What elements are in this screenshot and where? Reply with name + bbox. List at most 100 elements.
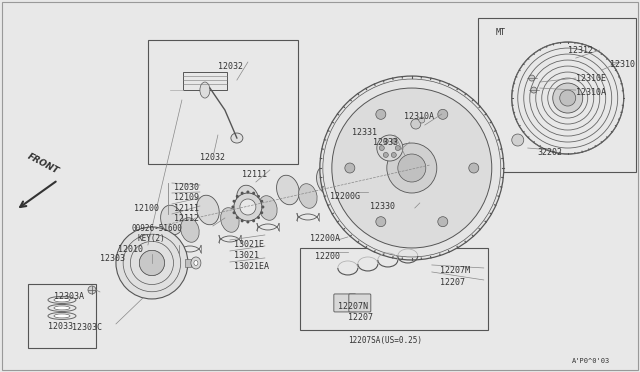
Circle shape [396, 145, 400, 151]
Circle shape [241, 219, 244, 222]
Circle shape [236, 216, 239, 219]
Bar [148, 40, 298, 164]
FancyBboxPatch shape [334, 294, 356, 312]
Text: MT: MT [496, 28, 506, 37]
FancyBboxPatch shape [183, 72, 227, 90]
Text: 12310A: 12310A [404, 112, 434, 121]
Text: 13021E: 13021E [234, 240, 264, 249]
Circle shape [531, 87, 537, 93]
Ellipse shape [320, 76, 504, 260]
Ellipse shape [180, 218, 199, 242]
Circle shape [261, 205, 264, 208]
Text: 12032: 12032 [218, 62, 243, 71]
Text: 13021: 13021 [234, 251, 259, 260]
Ellipse shape [161, 205, 183, 235]
Ellipse shape [191, 257, 201, 269]
Circle shape [512, 134, 524, 146]
Ellipse shape [323, 79, 500, 257]
Circle shape [419, 117, 425, 123]
Ellipse shape [356, 155, 379, 185]
Text: FRONT: FRONT [26, 152, 60, 176]
Circle shape [252, 219, 255, 222]
Text: 12200A: 12200A [310, 234, 340, 243]
Ellipse shape [240, 199, 256, 215]
Bar [300, 248, 488, 330]
Circle shape [246, 190, 250, 193]
Text: 12207N: 12207N [338, 302, 368, 311]
Circle shape [411, 119, 421, 129]
Text: 12312: 12312 [568, 46, 593, 55]
Ellipse shape [140, 250, 164, 276]
Text: 12303A: 12303A [54, 292, 84, 301]
Ellipse shape [339, 174, 357, 198]
Text: 12207M: 12207M [440, 266, 470, 275]
Ellipse shape [237, 185, 259, 215]
Circle shape [260, 211, 263, 214]
Ellipse shape [54, 306, 70, 310]
Ellipse shape [231, 133, 243, 143]
Text: 12010: 12010 [118, 245, 143, 254]
Circle shape [232, 205, 234, 208]
Text: 12303: 12303 [100, 254, 125, 263]
Ellipse shape [398, 154, 426, 182]
Circle shape [257, 195, 260, 198]
Circle shape [252, 192, 255, 195]
Ellipse shape [276, 175, 299, 205]
Text: 12111: 12111 [242, 170, 267, 179]
Circle shape [438, 109, 448, 119]
Bar [28, 284, 96, 348]
Text: 12200G: 12200G [330, 192, 360, 201]
Circle shape [391, 153, 396, 157]
Text: 12330: 12330 [370, 202, 395, 211]
Ellipse shape [234, 193, 262, 221]
Text: 12200: 12200 [315, 252, 340, 261]
Text: KEY(2): KEY(2) [138, 234, 166, 243]
Text: 12331: 12331 [352, 128, 377, 137]
Text: 12112: 12112 [174, 214, 199, 223]
Text: 12032: 12032 [200, 153, 225, 162]
Ellipse shape [88, 286, 96, 294]
Text: 12207SA(US=0.25): 12207SA(US=0.25) [348, 336, 422, 345]
Text: 00926-51600: 00926-51600 [132, 224, 183, 233]
Circle shape [383, 153, 388, 157]
Ellipse shape [54, 298, 70, 302]
Text: 12033: 12033 [48, 322, 73, 331]
Ellipse shape [332, 88, 492, 248]
Ellipse shape [317, 165, 339, 195]
Bar [478, 18, 636, 172]
Text: A'P0^0'03: A'P0^0'03 [572, 358, 610, 364]
Circle shape [345, 163, 355, 173]
Circle shape [529, 75, 535, 81]
Circle shape [468, 163, 479, 173]
Text: 12207: 12207 [348, 313, 373, 322]
Circle shape [260, 200, 263, 203]
Text: 12310E: 12310E [576, 74, 605, 83]
Ellipse shape [512, 42, 624, 154]
Text: 12111: 12111 [174, 204, 199, 213]
Circle shape [236, 195, 239, 198]
Text: 13021EA: 13021EA [234, 262, 269, 271]
Text: 12100: 12100 [134, 204, 159, 213]
Circle shape [232, 200, 236, 203]
Ellipse shape [553, 83, 583, 113]
Circle shape [232, 211, 236, 214]
Ellipse shape [377, 135, 403, 161]
Circle shape [257, 216, 260, 219]
Ellipse shape [194, 260, 198, 266]
Circle shape [376, 109, 386, 119]
Ellipse shape [54, 314, 70, 318]
FancyBboxPatch shape [349, 294, 371, 312]
Circle shape [380, 145, 384, 151]
Ellipse shape [259, 196, 277, 220]
Circle shape [391, 139, 396, 144]
Text: 12207: 12207 [440, 278, 465, 287]
Bar [185, 259, 191, 267]
Ellipse shape [299, 184, 317, 208]
Ellipse shape [387, 143, 436, 193]
Text: 12030: 12030 [174, 183, 199, 192]
Circle shape [241, 192, 244, 195]
Ellipse shape [560, 90, 576, 106]
Text: 12303C: 12303C [72, 323, 102, 332]
Text: 12333: 12333 [373, 138, 398, 147]
Circle shape [376, 217, 386, 227]
